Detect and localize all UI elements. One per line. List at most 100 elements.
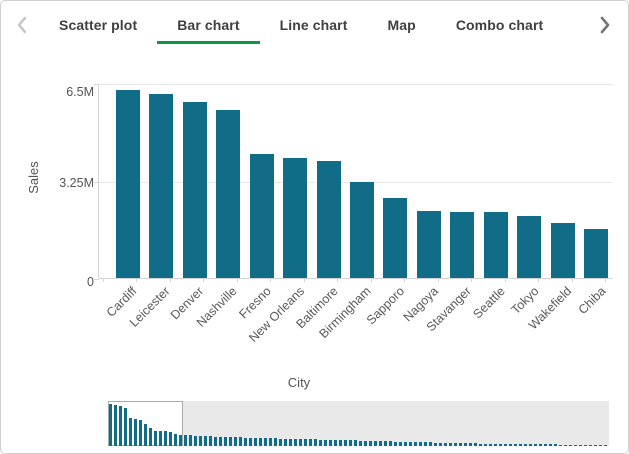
bar-sapporo[interactable] <box>383 197 408 278</box>
minimap-bar <box>344 440 347 446</box>
minimap-bar <box>559 445 562 446</box>
minimap-bar <box>289 439 292 446</box>
x-axis-tick <box>504 279 506 282</box>
minimap-bar <box>154 431 157 446</box>
y-axis-title: Sales <box>23 76 43 279</box>
minimap-bar <box>494 444 497 446</box>
minimap-bar <box>264 438 267 446</box>
y-axis-tick-labels: 6.5M 3.25M 0 <box>51 76 94 289</box>
bar-wakefield[interactable] <box>550 223 575 278</box>
minimap-bar <box>224 437 227 446</box>
bar-baltimore[interactable] <box>316 161 341 278</box>
minimap-bar <box>319 440 322 446</box>
tab-combo-chart[interactable]: Combo chart <box>436 1 563 49</box>
minimap-bar <box>579 445 582 446</box>
minimap-bar <box>459 443 462 446</box>
minimap-bar <box>219 437 222 446</box>
minimap-bar <box>514 444 517 446</box>
minimap-bar <box>569 445 572 446</box>
bar-nagoya[interactable] <box>416 211 441 278</box>
minimap-bar <box>354 440 357 446</box>
minimap-bar <box>504 444 507 446</box>
x-axis-tick <box>136 279 138 282</box>
tab-scatter-plot[interactable]: Scatter plot <box>39 1 157 49</box>
minimap-bar <box>214 437 217 446</box>
tab-list: Scatter plot Bar chart Line chart Map Combo … <box>39 1 563 49</box>
scroll-minimap[interactable] <box>108 401 609 446</box>
minimap-bar <box>454 443 457 446</box>
bar-seattle[interactable] <box>483 212 508 278</box>
minimap-bar <box>169 432 172 446</box>
tab-map[interactable]: Map <box>368 1 436 49</box>
x-axis-tick <box>571 279 573 282</box>
minimap-bar <box>439 443 442 446</box>
minimap-bar <box>489 444 492 446</box>
tab-bar-chart[interactable]: Bar chart <box>157 1 260 49</box>
minimap-bar <box>379 441 382 446</box>
minimap-bar <box>284 439 287 446</box>
minimap-bar <box>399 442 402 446</box>
x-axis-tick <box>103 279 104 282</box>
minimap-bar <box>394 442 397 446</box>
tab-line-chart[interactable]: Line chart <box>260 1 368 49</box>
y-axis-title-text: Sales <box>25 161 41 194</box>
bar-fresno[interactable] <box>249 154 274 278</box>
tab-label: Line chart <box>279 17 348 33</box>
minimap-bar <box>209 436 212 446</box>
minimap-bar <box>429 442 432 446</box>
minimap-bar <box>249 438 252 446</box>
bar-nashville[interactable] <box>216 110 241 278</box>
bar-stavanger[interactable] <box>450 212 475 278</box>
x-axis-tick <box>404 279 406 282</box>
minimap-bar <box>384 441 387 446</box>
minimap-bar <box>139 420 142 446</box>
y-axis-tick <box>94 279 99 280</box>
bar-denver[interactable] <box>182 101 207 278</box>
x-axis-tick <box>303 279 305 282</box>
minimap-bar <box>469 443 472 446</box>
minimap-bar <box>274 438 277 446</box>
x-axis-title: City <box>287 375 311 390</box>
x-axis-label-chiba[interactable]: Chiba <box>575 284 609 318</box>
minimap-bar <box>304 439 307 446</box>
x-axis-tick <box>270 279 272 282</box>
bar-chiba[interactable] <box>584 229 609 278</box>
tab-label: Scatter plot <box>59 17 138 33</box>
minimap-bar <box>539 444 542 446</box>
minimap-bar <box>144 424 147 446</box>
minimap-bar <box>269 438 272 446</box>
minimap-bar <box>369 441 372 446</box>
bar-new-orleans[interactable] <box>283 158 308 278</box>
minimap-bar <box>189 435 192 446</box>
bar-cardiff[interactable] <box>115 89 140 278</box>
minimap-bar <box>444 443 447 446</box>
minimap-bar <box>499 444 502 446</box>
bar-birmingham[interactable] <box>350 182 374 278</box>
minimap-bar <box>409 442 412 446</box>
x-axis-label-seattle[interactable]: Seattle <box>470 284 508 322</box>
minimap-bar <box>229 437 232 446</box>
x-axis-tick <box>236 279 238 282</box>
minimap-bar <box>134 419 137 446</box>
minimap-bar <box>159 431 162 446</box>
minimap-bar <box>364 441 367 446</box>
x-axis-tick <box>370 279 372 282</box>
minimap-bar <box>239 437 242 446</box>
minimap-bar <box>449 443 452 446</box>
minimap-bar <box>594 445 597 446</box>
minimap-bar <box>414 442 417 446</box>
minimap-bar <box>294 439 297 446</box>
minimap-bar <box>534 444 537 446</box>
minimap-bar <box>464 443 467 446</box>
bar-leicester[interactable] <box>149 94 174 278</box>
minimap-bar <box>174 434 177 446</box>
minimap-bar <box>419 442 422 446</box>
minimap-bar <box>434 443 437 446</box>
next-tab-button[interactable] <box>592 10 618 40</box>
bar-tokyo[interactable] <box>517 215 542 278</box>
y-axis-tick-label: 0 <box>87 275 94 289</box>
minimap-bar <box>109 404 112 446</box>
prev-tab-button[interactable] <box>9 10 35 40</box>
minimap-bar <box>234 437 237 446</box>
